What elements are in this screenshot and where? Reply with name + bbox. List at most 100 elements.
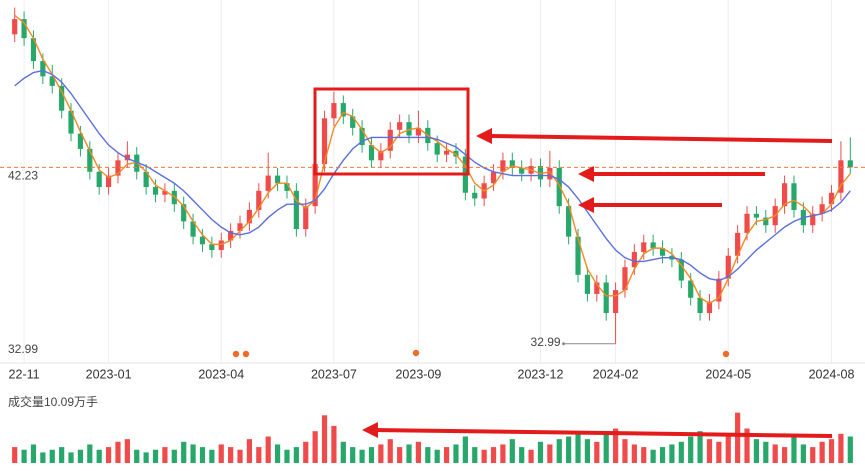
candle-body — [59, 85, 65, 111]
candle-body — [218, 240, 224, 251]
candle-body — [650, 242, 656, 249]
candle-body — [115, 160, 121, 176]
volume-bar — [716, 441, 722, 463]
volume-bar — [462, 436, 468, 463]
candle-body — [603, 282, 609, 314]
volume-bar — [40, 452, 46, 463]
volume-bar — [312, 431, 318, 463]
candle-body — [631, 251, 637, 268]
event-dot — [412, 349, 420, 357]
volume-bar — [143, 452, 149, 463]
candle-body — [753, 213, 760, 218]
candle-body — [641, 242, 647, 252]
candle-body — [143, 171, 149, 188]
volume-bar — [162, 447, 168, 463]
candle-body — [284, 183, 290, 191]
volume-bar — [603, 433, 609, 463]
candle-body — [519, 167, 525, 174]
price-line-label: 42.23 — [8, 169, 38, 183]
volume-bar — [190, 444, 196, 463]
volume-title: 成交量10.09万手 — [8, 394, 98, 409]
volume-bar — [21, 449, 27, 463]
candle-body — [556, 167, 562, 207]
volume-pane — [12, 412, 853, 463]
volume-bar — [246, 439, 253, 463]
volume-bar — [566, 436, 572, 463]
candle-body — [340, 103, 346, 117]
candle-body — [190, 221, 196, 237]
volume-bar — [284, 449, 290, 463]
volume-bar — [228, 447, 234, 463]
arrow-head — [578, 197, 594, 213]
event-dot — [722, 350, 730, 358]
volume-bar — [481, 449, 487, 463]
candle-body — [265, 175, 271, 191]
candle-body — [237, 223, 243, 231]
volume-bar — [584, 439, 591, 463]
volume-bar — [744, 428, 750, 463]
volume-bar — [274, 444, 281, 463]
volume-bar — [453, 444, 459, 463]
low-marker-label: 32.99 — [531, 335, 561, 349]
volume-bar — [68, 452, 74, 463]
candle-body — [612, 290, 619, 314]
x-tick-label: 2024-02 — [593, 367, 639, 381]
volume-bar — [321, 415, 328, 463]
volume-bar — [105, 447, 112, 463]
volume-bar — [425, 447, 431, 463]
volume-bar — [209, 449, 215, 463]
candle-body — [735, 232, 741, 256]
candle-body — [378, 150, 384, 161]
volume-bar — [500, 444, 506, 463]
volume-bar — [12, 447, 18, 463]
volume-bar — [397, 447, 403, 463]
volume-bar — [181, 441, 187, 463]
moving-average — [14, 69, 851, 282]
volume-bar — [537, 441, 544, 463]
candle-body — [781, 183, 788, 207]
candle-body — [209, 244, 215, 251]
annotations — [313, 87, 833, 438]
volume-bar — [237, 449, 243, 463]
x-tick-label: 2023-04 — [198, 367, 244, 381]
candle-body — [331, 103, 337, 119]
volume-bar — [199, 447, 206, 463]
candle-body — [87, 148, 93, 172]
candle-body — [716, 278, 722, 302]
candle-body — [368, 145, 375, 161]
candle-body — [697, 297, 703, 314]
highlight-box — [313, 87, 470, 176]
volume-bar — [594, 441, 600, 463]
volume-bar — [415, 441, 422, 463]
candle-body — [12, 19, 18, 35]
volume-bar — [650, 449, 656, 463]
candle-body — [537, 166, 544, 180]
candle-body — [566, 206, 572, 237]
volume-bar — [443, 447, 450, 463]
volume-bar — [387, 439, 393, 463]
volume-bar — [49, 449, 55, 463]
volume-bar — [556, 439, 562, 463]
volume-bar — [753, 439, 760, 463]
candle-body — [500, 160, 506, 172]
volume-bar — [838, 433, 844, 463]
candle-body — [246, 209, 253, 224]
volume-bar — [631, 444, 637, 463]
grid: 22-11 2023-01 2023-04 2023-07 2023-09 2023-12… — [0, 0, 865, 381]
volume-bar — [303, 441, 309, 463]
arrow-head — [476, 128, 492, 144]
volume-bar — [810, 447, 816, 463]
candle-body — [274, 175, 281, 184]
candle-body — [350, 116, 356, 128]
arrow-line — [375, 428, 833, 438]
candle-body — [397, 122, 403, 130]
candle-body — [838, 160, 844, 193]
volume-bar — [772, 444, 778, 463]
x-tick-label: 2024-08 — [809, 367, 855, 381]
arrow-head — [362, 422, 378, 438]
candle-body — [819, 204, 825, 214]
x-tick-label: 2023-09 — [395, 367, 441, 381]
candle-body — [688, 280, 694, 298]
